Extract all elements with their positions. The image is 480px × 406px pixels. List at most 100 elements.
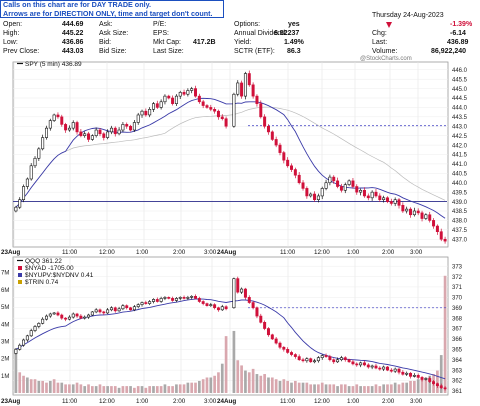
price-tick-label: 443.0	[452, 124, 468, 130]
candle-body	[374, 191, 378, 197]
candle-body	[121, 305, 125, 310]
candle-body	[155, 103, 159, 108]
candle-body	[197, 298, 201, 302]
price-x-tick-label: 1:00	[136, 249, 149, 256]
candle-body	[286, 349, 290, 353]
price-tick-label: 444.5	[452, 96, 468, 102]
volume-bar	[26, 377, 29, 393]
volume-bar	[240, 365, 243, 393]
price-panel-grid	[13, 62, 448, 247]
candle-body	[140, 110, 144, 116]
volume-bar	[389, 384, 393, 393]
qqq-tick-label: 371	[452, 285, 463, 291]
volume-bar	[94, 386, 98, 393]
price-x-tick-label: 11:00	[62, 249, 78, 256]
volume-tick-label: 4M	[1, 322, 9, 328]
candle-body	[313, 360, 317, 363]
qqq-tick-label: 361	[452, 389, 463, 395]
candle-body	[266, 328, 270, 336]
volume-bar	[401, 382, 405, 393]
price-x-tick-label: 1:00	[347, 249, 360, 256]
volume-bar	[305, 382, 309, 393]
candle-body	[278, 342, 282, 348]
volume-bar	[236, 360, 240, 393]
candle-body	[328, 356, 332, 361]
price-x-tick-label: 12:00	[314, 249, 330, 256]
candle-body	[144, 110, 148, 116]
price-tick-label: 446.0	[452, 68, 468, 74]
lower-x-tick-label: 1:00	[136, 398, 149, 405]
volume-tick-label: 3M	[1, 339, 9, 345]
volume-tick-label: 7M	[1, 271, 9, 277]
volume-bar	[98, 384, 102, 393]
volume-bar	[424, 377, 428, 393]
candle-body	[213, 109, 217, 112]
candle-body	[351, 361, 355, 365]
candle-body	[71, 313, 75, 318]
candle-body	[324, 355, 328, 357]
candle-body	[79, 131, 83, 136]
volume-bar	[14, 348, 18, 393]
spy-slow-ma-line	[15, 106, 446, 208]
candle-body	[343, 357, 347, 361]
volume-bar	[317, 384, 320, 393]
volume-bar	[56, 382, 60, 393]
volume-bar	[37, 380, 41, 393]
candle-body	[87, 133, 91, 140]
quote-date: Thursday 24-Aug-2023	[372, 12, 444, 19]
lower-x-tick-label: 11:00	[280, 398, 296, 405]
ask-label: Ask:	[99, 21, 113, 28]
candle-body	[174, 298, 178, 301]
candle-body	[194, 88, 198, 97]
candle-body	[14, 349, 18, 354]
volume-bar	[136, 386, 140, 393]
candle-body	[412, 210, 416, 216]
low-value: 436.86	[62, 39, 84, 46]
candle-body	[428, 378, 432, 382]
volume-bar	[171, 386, 174, 393]
price-x-tick-label: 2:00	[173, 249, 186, 256]
price-tick-label: 437.0	[452, 237, 468, 243]
candle-body	[75, 122, 79, 133]
candle-body	[25, 335, 29, 341]
candle-body	[263, 322, 267, 329]
volume-bar	[83, 386, 87, 393]
candle-body	[366, 195, 370, 199]
lower-panel-frame	[12, 256, 449, 396]
bid-label: Bid:	[99, 39, 112, 46]
candle-body	[216, 307, 220, 311]
price-tick-label: 445.0	[452, 87, 468, 93]
high-value: 445.22	[62, 30, 84, 37]
candle-body	[305, 188, 309, 197]
yield-value: 1.49%	[284, 39, 304, 46]
candle-body	[409, 208, 413, 216]
qqq-tick-label: 368	[452, 316, 463, 322]
candle-body	[167, 297, 171, 299]
nyupv-legend-square-icon	[18, 273, 22, 277]
candle-body	[336, 359, 340, 363]
candle-body	[370, 365, 374, 368]
candle-body	[190, 88, 194, 91]
qqq-tick-label: 367	[452, 327, 463, 333]
candle-body	[393, 199, 397, 204]
candle-body	[301, 359, 305, 362]
spy-candles	[14, 70, 447, 244]
volume-bar	[251, 368, 255, 393]
change-pct: -1.39%	[450, 21, 473, 28]
volume-bar	[436, 370, 439, 393]
candle-body	[286, 159, 290, 167]
candle-body	[336, 180, 340, 187]
lower-x-tick-label: 3:00	[410, 398, 423, 405]
candle-body	[247, 297, 251, 303]
candle-body	[362, 362, 366, 366]
price-x-tick-label: 3:00	[204, 249, 217, 256]
candle-body	[41, 137, 45, 150]
reference-lines	[13, 125, 447, 309]
price-tick-label: 439.5	[452, 190, 468, 196]
volume-bar	[18, 372, 22, 393]
volume-bar	[409, 380, 412, 393]
candle-body	[251, 302, 255, 309]
annual-dividend-label: Annual Dividend:	[234, 30, 287, 37]
candle-body	[148, 109, 152, 116]
qqq-tick-label: 372	[452, 275, 463, 281]
